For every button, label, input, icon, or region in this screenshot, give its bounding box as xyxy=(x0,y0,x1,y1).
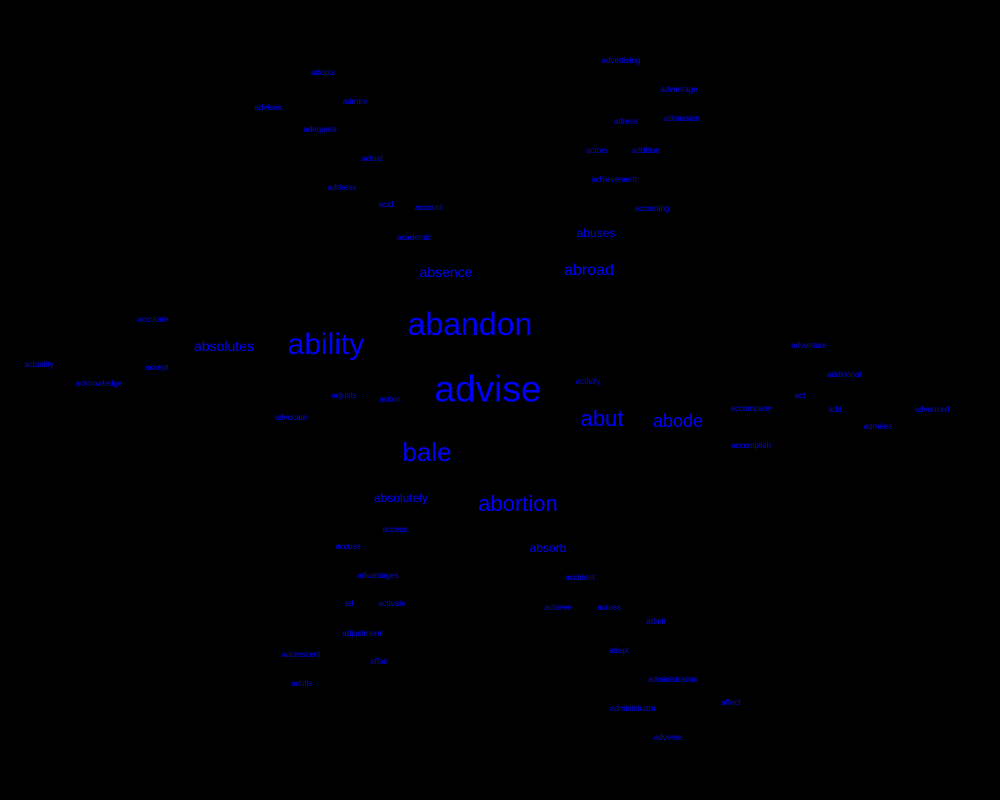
cloud-word: advise xyxy=(434,368,542,410)
cloud-word: advantage xyxy=(660,85,698,94)
cloud-word: accurate xyxy=(137,315,169,324)
cloud-word: bale xyxy=(402,437,452,467)
cloud-word: add xyxy=(828,405,842,414)
cloud-word: actors xyxy=(586,146,608,155)
cloud-word: act xyxy=(794,391,806,400)
cloud-word: admit xyxy=(646,617,666,626)
cloud-word: achieve xyxy=(544,603,572,612)
cloud-word: action xyxy=(379,395,401,404)
cloud-word: ability xyxy=(287,328,365,361)
cloud-word: accomplish xyxy=(730,441,772,450)
cloud-word: advises xyxy=(254,103,282,112)
cloud-word: accuse xyxy=(335,542,361,551)
cloud-word: absence xyxy=(419,264,473,280)
cloud-word: administrator xyxy=(609,704,657,713)
cloud-word: affect xyxy=(721,698,741,707)
cloud-word: admire xyxy=(342,97,368,106)
cloud-word: ad xyxy=(344,599,354,608)
cloud-word: advertising xyxy=(601,56,641,65)
cloud-word: activity xyxy=(575,377,601,386)
cloud-word: across xyxy=(597,603,621,612)
cloud-word: acknowledge xyxy=(75,379,123,388)
cloud-word: academic xyxy=(396,233,432,242)
cloud-word: adopts xyxy=(310,68,336,77)
cloud-word: advocate xyxy=(274,413,308,422)
cloud-word: abroad xyxy=(564,262,614,279)
cloud-word: administration xyxy=(648,675,698,684)
cloud-word: abode xyxy=(652,411,704,431)
cloud-word: absolutes xyxy=(194,338,254,354)
cloud-word: abuses xyxy=(576,226,616,240)
cloud-word: abut xyxy=(580,406,624,431)
cloud-word: acid xyxy=(378,200,394,209)
cloud-word: achievement xyxy=(591,175,637,184)
cloud-word: advantages xyxy=(357,571,399,580)
cloud-word: absorb xyxy=(529,541,567,555)
cloud-word: adress xyxy=(613,117,639,126)
cloud-word: adequate xyxy=(303,125,337,134)
cloud-word: actuality xyxy=(24,360,54,369)
cloud-word: address xyxy=(327,183,357,192)
cloud-word: adventure xyxy=(791,341,827,350)
cloud-word: abandon xyxy=(407,306,533,342)
cloud-word: abortion xyxy=(478,491,558,516)
cloud-word: admires xyxy=(863,422,893,431)
cloud-word: account xyxy=(414,203,444,212)
cloud-word: addition xyxy=(631,146,661,155)
cloud-word: access xyxy=(382,525,408,534)
cloud-word: advanced xyxy=(914,405,950,414)
cloud-word: adults xyxy=(291,679,313,688)
cloud-word: accompany xyxy=(730,404,772,413)
cloud-word: adjusts xyxy=(331,391,357,400)
cloud-word: absolutely xyxy=(373,491,429,505)
cloud-word: accept xyxy=(145,363,169,372)
cloud-word: actual xyxy=(361,154,383,163)
cloud-word: activate xyxy=(378,599,406,608)
cloud-word: adjustment xyxy=(342,629,382,638)
cloud-word: according xyxy=(634,204,670,213)
cloud-word: adapt xyxy=(608,646,630,655)
cloud-word: adverse xyxy=(653,733,683,742)
cloud-word: affair xyxy=(370,657,388,666)
cloud-word: additional xyxy=(826,370,862,379)
cloud-word: accident xyxy=(565,573,595,582)
cloud-word: adolescent xyxy=(281,650,321,659)
cloud-word: admission xyxy=(663,114,701,123)
